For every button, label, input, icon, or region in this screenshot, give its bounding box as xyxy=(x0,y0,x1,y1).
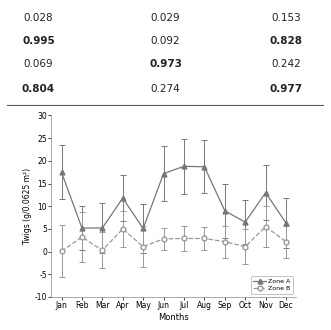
Legend: Zone A, Zone B: Zone A, Zone B xyxy=(251,276,293,294)
Text: 0.828: 0.828 xyxy=(270,36,303,46)
Text: 0.153: 0.153 xyxy=(271,14,301,23)
Text: 0.029: 0.029 xyxy=(151,14,180,23)
Text: 0.028: 0.028 xyxy=(24,14,53,23)
Text: 0.995: 0.995 xyxy=(22,36,55,46)
Text: 0.804: 0.804 xyxy=(22,84,55,94)
Text: 0.977: 0.977 xyxy=(270,84,303,94)
X-axis label: Months: Months xyxy=(159,313,189,322)
Text: 0.973: 0.973 xyxy=(149,59,182,69)
Y-axis label: Twigs (g/0.0625 m²): Twigs (g/0.0625 m²) xyxy=(23,168,32,244)
Text: 0.242: 0.242 xyxy=(271,59,301,69)
Text: 0.092: 0.092 xyxy=(151,36,180,46)
Text: 0.069: 0.069 xyxy=(24,59,53,69)
Text: 0.274: 0.274 xyxy=(151,84,180,94)
